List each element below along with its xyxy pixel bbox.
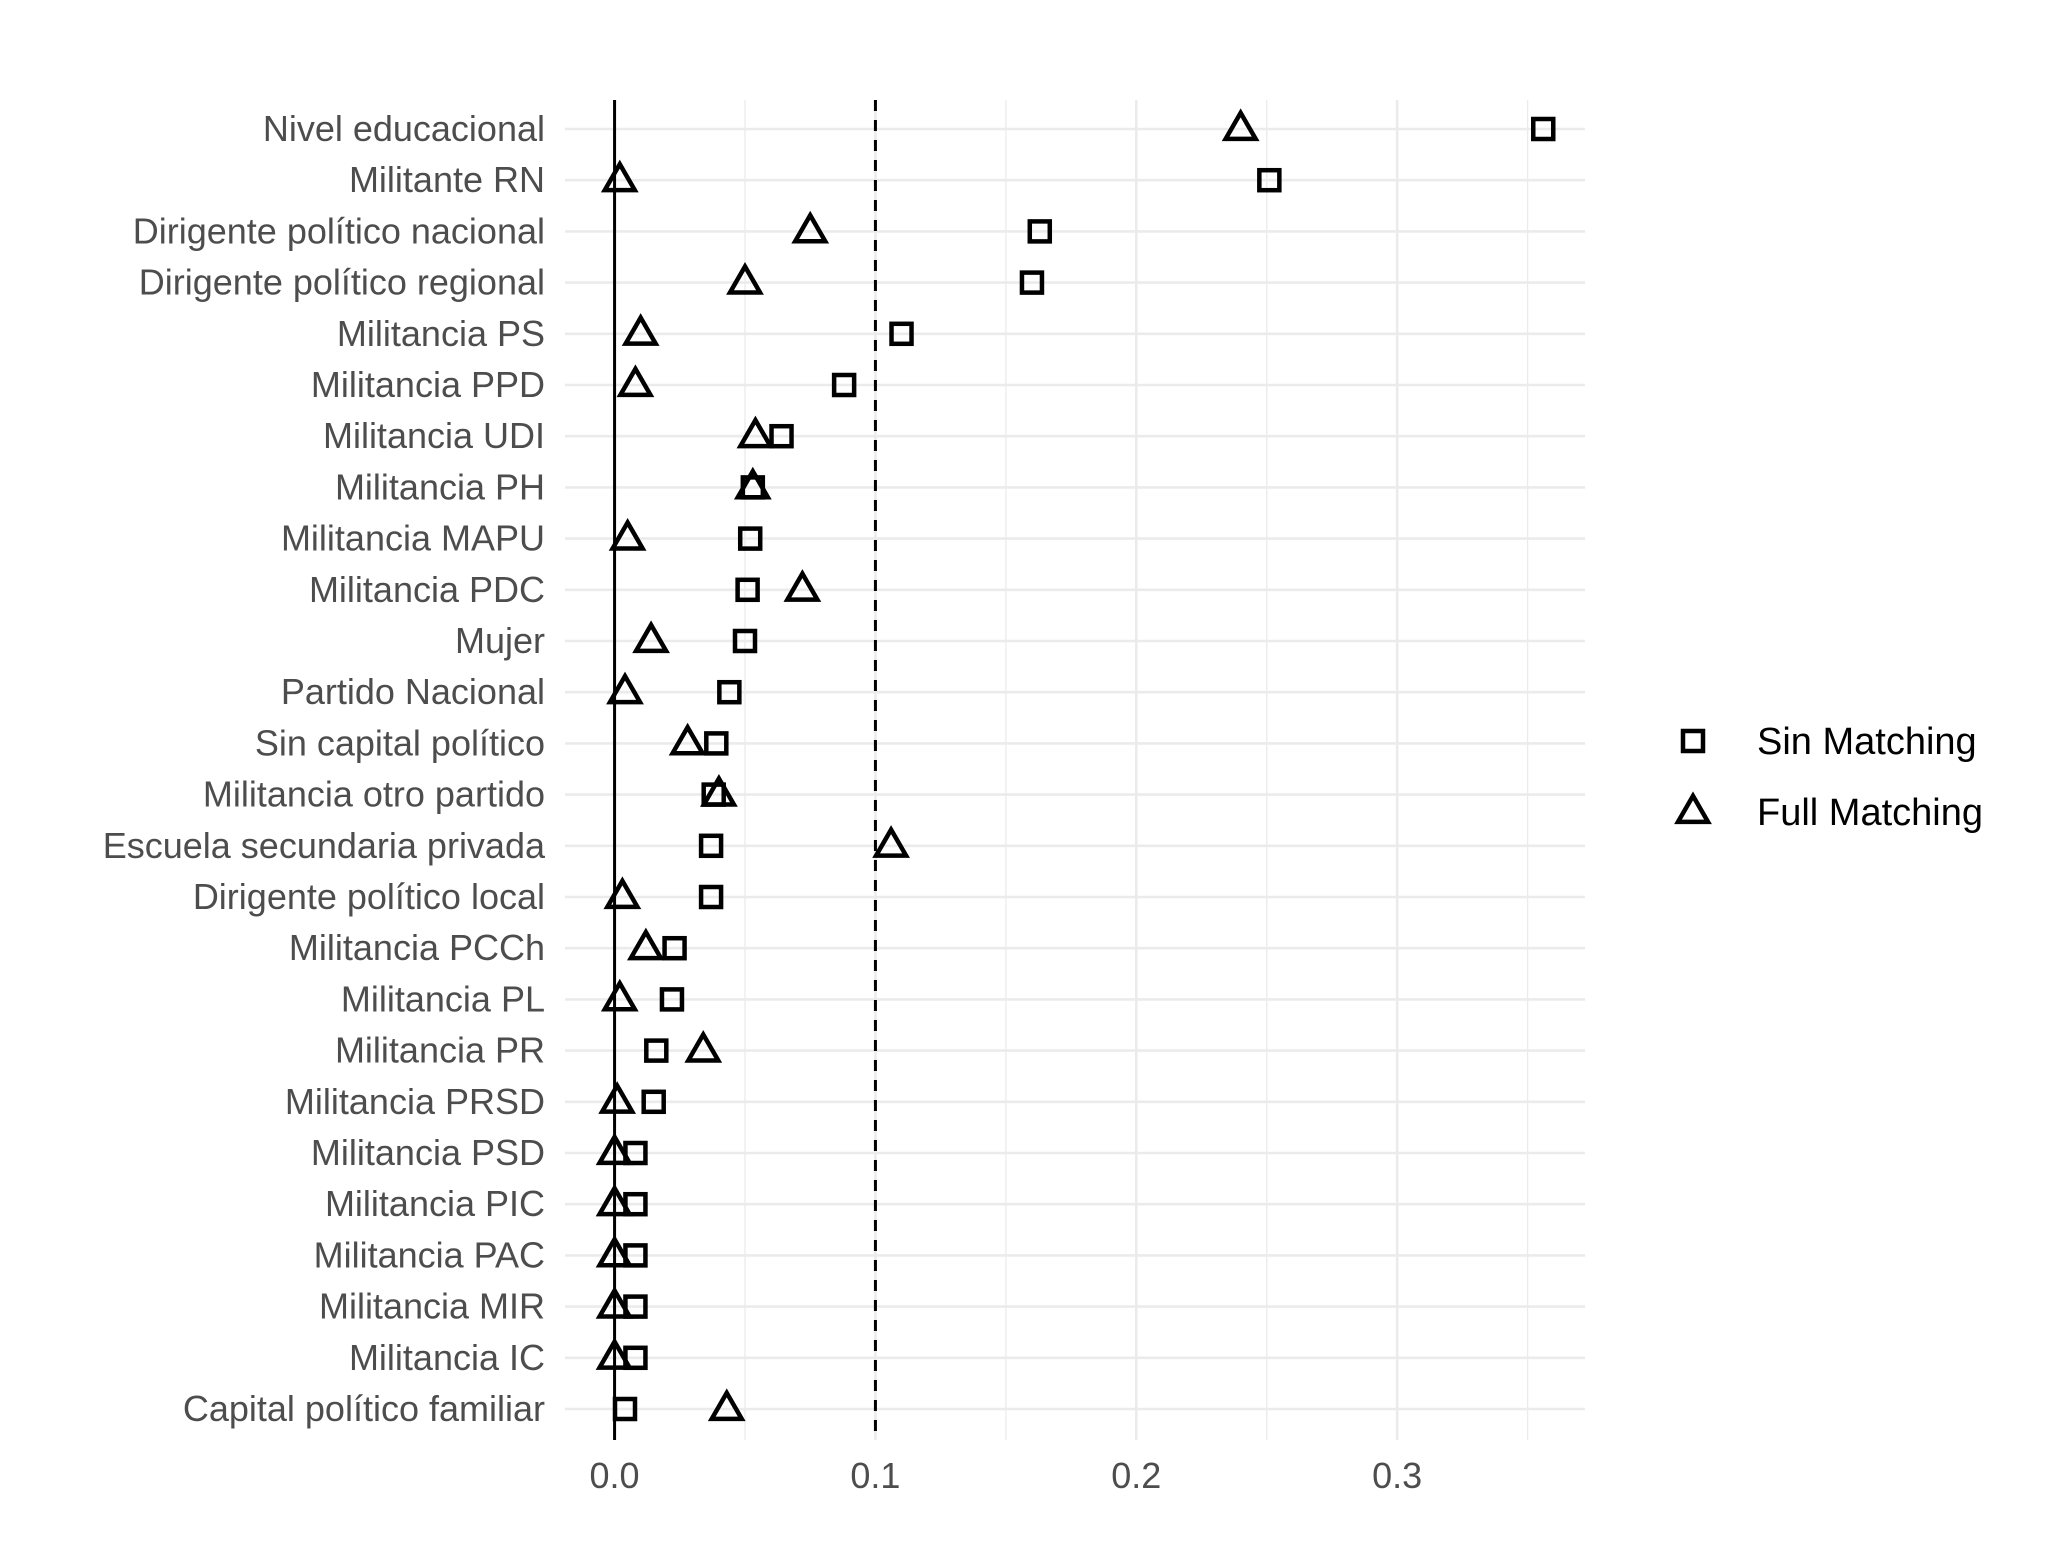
point-sin-matching <box>732 628 758 654</box>
point-full-matching <box>1221 108 1260 142</box>
y-tick-label: Nivel educacional <box>263 108 545 149</box>
point-full-matching <box>684 1029 723 1063</box>
data-points <box>595 108 1556 1422</box>
y-tick-label: Militancia IC <box>349 1337 545 1378</box>
point-full-matching <box>791 210 830 244</box>
y-tick-label: Militancia MAPU <box>281 518 545 559</box>
y-tick-label: Dirigente político nacional <box>133 210 545 251</box>
point-full-matching <box>707 1388 746 1422</box>
y-tick-label: Militancia PH <box>335 466 545 507</box>
point-sin-matching <box>1027 219 1053 244</box>
point-full-matching <box>600 159 639 193</box>
y-tick-label: Militancia PR <box>335 1030 545 1071</box>
point-full-matching <box>872 825 910 858</box>
y-tick-label: Militancia PL <box>341 978 545 1019</box>
point-sin-matching <box>641 1089 666 1115</box>
point-sin-matching <box>889 321 914 347</box>
point-sin-matching <box>659 987 685 1012</box>
point-full-matching <box>733 466 772 500</box>
point-full-matching <box>600 978 639 1012</box>
point-full-matching <box>595 1234 634 1268</box>
x-tick-label: 0.2 <box>1111 1455 1161 1496</box>
x-tick-label: 0.0 <box>590 1455 640 1496</box>
point-full-matching <box>632 620 670 654</box>
y-tick-label: Militancia PIC <box>325 1183 545 1224</box>
y-tick-label: Escuela secundaria privada <box>103 825 546 866</box>
legend-label: Full Matching <box>1757 792 1983 834</box>
point-sin-matching <box>717 679 742 705</box>
x-tick-label: 0.3 <box>1372 1455 1422 1496</box>
y-tick-label: Militancia PCCh <box>289 927 545 968</box>
y-tick-label: Militancia PDC <box>309 569 545 610</box>
y-tick-label: Militancia PSD <box>311 1132 545 1173</box>
point-full-matching <box>603 876 642 910</box>
point-full-matching <box>595 1285 634 1319</box>
point-full-matching <box>668 722 707 756</box>
legend-key-square <box>1680 728 1706 754</box>
point-full-matching <box>616 364 655 398</box>
y-tick-label: Mujer <box>455 620 545 661</box>
point-full-matching <box>606 671 644 705</box>
y-axis-labels: Nivel educacional Militante RN Dirigente p… <box>103 108 546 1429</box>
point-sin-matching <box>698 884 724 910</box>
y-tick-label: Dirigente político local <box>193 876 545 917</box>
y-tick-label: Capital político familiar <box>183 1388 545 1429</box>
legend: Sin Matching Full Matching <box>1674 721 1983 834</box>
point-sin-matching <box>644 1038 669 1063</box>
point-sin-matching <box>1531 116 1556 142</box>
y-tick-label: Partido Nacional <box>281 671 545 712</box>
point-sin-matching <box>769 423 794 449</box>
point-full-matching <box>783 569 822 602</box>
legend-label: Sin Matching <box>1757 721 1977 763</box>
y-tick-label: Militancia MIR <box>319 1286 545 1327</box>
y-tick-label: Militancia PPD <box>311 364 545 405</box>
y-tick-label: Militancia PS <box>337 313 545 354</box>
point-full-matching <box>595 1183 634 1217</box>
point-full-matching <box>598 1081 637 1114</box>
point-full-matching <box>626 927 665 961</box>
point-sin-matching <box>831 372 857 398</box>
point-full-matching <box>595 1132 634 1166</box>
point-sin-matching <box>735 577 760 603</box>
point-sin-matching <box>698 833 724 859</box>
point-sin-matching <box>1257 167 1282 193</box>
reference-lines <box>613 100 877 1440</box>
point-full-matching <box>726 261 764 295</box>
y-tick-label: Militancia PRSD <box>285 1081 545 1122</box>
y-tick-label: Dirigente político regional <box>139 262 545 303</box>
point-sin-matching <box>1019 270 1045 295</box>
y-tick-label: Militante RN <box>349 159 545 200</box>
legend-key-triangle <box>1674 791 1712 825</box>
y-tick-label: Militancia PAC <box>314 1234 545 1275</box>
point-full-matching <box>608 517 647 551</box>
x-tick-label: 0.1 <box>850 1455 900 1496</box>
point-sin-matching <box>704 731 729 756</box>
y-tick-label: Militancia UDI <box>323 415 545 456</box>
point-full-matching <box>700 773 738 807</box>
point-sin-matching <box>662 935 687 961</box>
y-tick-label: Militancia otro partido <box>203 774 545 815</box>
point-sin-matching <box>612 1396 638 1422</box>
point-full-matching <box>621 313 660 346</box>
y-tick-label: Sin capital político <box>255 722 545 763</box>
x-axis-labels: 0.0 0.1 0.2 0.3 <box>590 1455 1423 1496</box>
point-sin-matching <box>737 526 763 551</box>
point-full-matching <box>736 415 775 449</box>
point-full-matching <box>595 1337 634 1370</box>
grid <box>565 100 1585 1440</box>
